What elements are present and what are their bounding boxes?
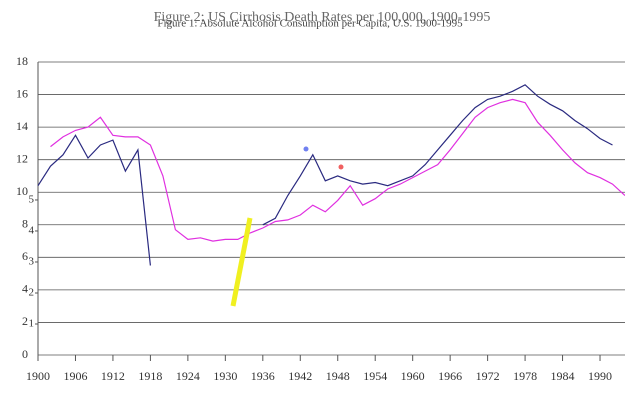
x-tick-label: 1912: [101, 369, 125, 383]
x-tick-label: 1948: [326, 369, 350, 383]
y2-tick-label: 3: [29, 256, 35, 268]
y2-tick-label: 5: [29, 194, 35, 206]
y-tick-label: 12: [16, 151, 28, 165]
x-tick-label: 1924: [176, 369, 200, 383]
x-tick-label: 1906: [63, 369, 87, 383]
y2-tick-label: 4: [29, 225, 35, 237]
y2-tick-label: 1: [29, 318, 35, 330]
x-tick-label: 1990: [588, 369, 612, 383]
y-tick-label: 14: [16, 119, 28, 133]
y-tick-label: 18: [16, 54, 28, 68]
highlight: [230, 217, 253, 307]
y-tick-label: 8: [22, 217, 28, 231]
x-tick-label: 1936: [251, 369, 275, 383]
x-tick-label: 1960: [401, 369, 425, 383]
chart-title: Figure 2: US Cirrhosis Death Rates per 1…: [154, 10, 491, 25]
marker-dot: [338, 164, 344, 170]
series-line: [37, 84, 613, 266]
y-tick-label: 4: [22, 282, 28, 296]
x-tick-label: 1942: [288, 369, 312, 383]
y-tick-label: 0: [22, 347, 28, 361]
y-tick-label: 2: [22, 314, 28, 328]
x-tick-label: 1972: [476, 369, 500, 383]
x-tick-label: 1900: [26, 369, 50, 383]
x-tick-label: 1918: [138, 369, 162, 383]
x-tick-label: 1930: [213, 369, 237, 383]
x-tick-label: 1984: [551, 369, 575, 383]
series-line: [50, 98, 625, 242]
y2-tick-label: 2: [29, 287, 35, 299]
chart-subtitle: Figure 1: Absolute Alcohol Consumption p…: [157, 18, 463, 30]
y-tick-label: 10: [16, 184, 28, 198]
marker-dot: [303, 146, 309, 152]
x-tick-label: 1966: [438, 369, 462, 383]
x-tick-label: 1954: [363, 369, 387, 383]
y-tick-label: 16: [16, 86, 28, 100]
y-tick-label: 6: [22, 249, 28, 263]
x-tick-label: 1978: [513, 369, 537, 383]
